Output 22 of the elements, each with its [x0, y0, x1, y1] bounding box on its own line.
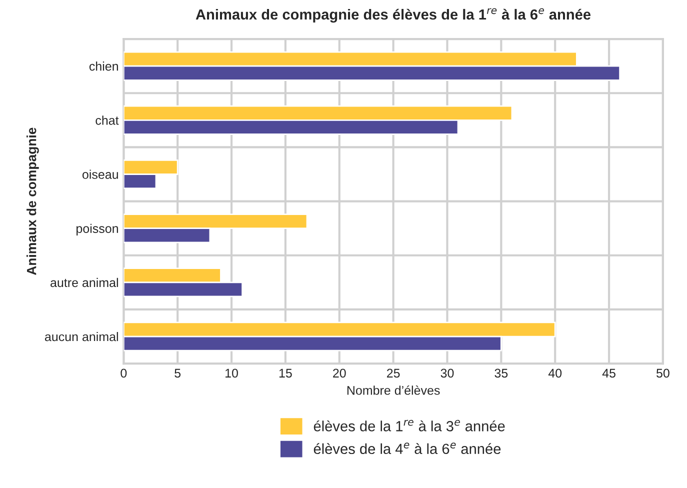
- x-tick-label: 20: [333, 368, 346, 378]
- chart-title: Animaux de compagnie des élèves de la 1$^{re}$ à la 6$^{e}$ année: [196, 8, 591, 23]
- x-tick-label: 50: [656, 368, 670, 378]
- y-tick-label: aucun animal: [44, 332, 118, 342]
- legend-label: élèves de la 1$^{re}$ à la 3$^{e}$ année: [314, 420, 505, 432]
- x-tick-label: 15: [279, 368, 292, 378]
- x-tick-label: 35: [494, 368, 508, 378]
- x-tick-label: 10: [226, 368, 238, 378]
- legend-label: élèves de la 4$^{e}$ à la 6$^{e}$ année: [314, 442, 501, 454]
- x-tick-label: 30: [440, 368, 454, 378]
- x-tick-label: 25: [386, 368, 400, 378]
- y-tick-label: chien: [89, 62, 118, 71]
- y-tick-label: autre animal: [50, 278, 118, 288]
- y-tick-label: chat: [96, 116, 119, 125]
- y-tick-label: oiseau: [82, 170, 118, 179]
- x-tick-label: 40: [548, 368, 562, 378]
- x-tick-label: 5: [174, 368, 181, 378]
- x-tick-label: 0: [120, 368, 127, 378]
- y-tick-label: poisson: [76, 224, 118, 236]
- x-tick-label: 45: [602, 368, 616, 378]
- y-axis-title: Animaux de compagnie: [26, 128, 39, 276]
- x-axis-title: Nombre d’élèves: [347, 385, 440, 395]
